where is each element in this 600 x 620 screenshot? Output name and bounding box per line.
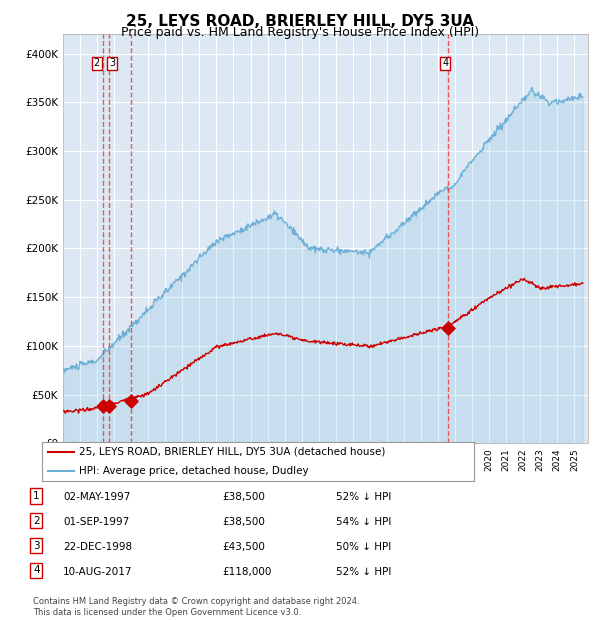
Text: 52% ↓ HPI: 52% ↓ HPI bbox=[336, 567, 391, 577]
Point bbox=[104, 401, 113, 411]
Text: Price paid vs. HM Land Registry's House Price Index (HPI): Price paid vs. HM Land Registry's House … bbox=[121, 26, 479, 39]
Point bbox=[98, 401, 107, 411]
Point bbox=[443, 324, 453, 334]
Text: 01-SEP-1997: 01-SEP-1997 bbox=[63, 517, 129, 527]
Text: 4: 4 bbox=[442, 58, 448, 68]
Text: 2: 2 bbox=[94, 58, 100, 68]
Text: Contains HM Land Registry data © Crown copyright and database right 2024.
This d: Contains HM Land Registry data © Crown c… bbox=[33, 598, 359, 617]
Point bbox=[126, 396, 136, 406]
Text: £38,500: £38,500 bbox=[222, 517, 265, 527]
Text: 25, LEYS ROAD, BRIERLEY HILL, DY5 3UA (detached house): 25, LEYS ROAD, BRIERLEY HILL, DY5 3UA (d… bbox=[79, 446, 385, 457]
Text: 10-AUG-2017: 10-AUG-2017 bbox=[63, 567, 133, 577]
Text: 1: 1 bbox=[33, 491, 40, 501]
Text: 3: 3 bbox=[33, 541, 40, 551]
Text: 3: 3 bbox=[109, 58, 115, 68]
Text: £43,500: £43,500 bbox=[222, 542, 265, 552]
Text: 4: 4 bbox=[33, 565, 40, 575]
Text: 50% ↓ HPI: 50% ↓ HPI bbox=[336, 542, 391, 552]
Text: 54% ↓ HPI: 54% ↓ HPI bbox=[336, 517, 391, 527]
Text: 02-MAY-1997: 02-MAY-1997 bbox=[63, 492, 130, 502]
Text: HPI: Average price, detached house, Dudley: HPI: Average price, detached house, Dudl… bbox=[79, 466, 308, 476]
Text: £118,000: £118,000 bbox=[222, 567, 271, 577]
Text: 25, LEYS ROAD, BRIERLEY HILL, DY5 3UA: 25, LEYS ROAD, BRIERLEY HILL, DY5 3UA bbox=[126, 14, 474, 29]
Text: 2: 2 bbox=[33, 516, 40, 526]
Text: £38,500: £38,500 bbox=[222, 492, 265, 502]
Text: 52% ↓ HPI: 52% ↓ HPI bbox=[336, 492, 391, 502]
Text: 22-DEC-1998: 22-DEC-1998 bbox=[63, 542, 132, 552]
